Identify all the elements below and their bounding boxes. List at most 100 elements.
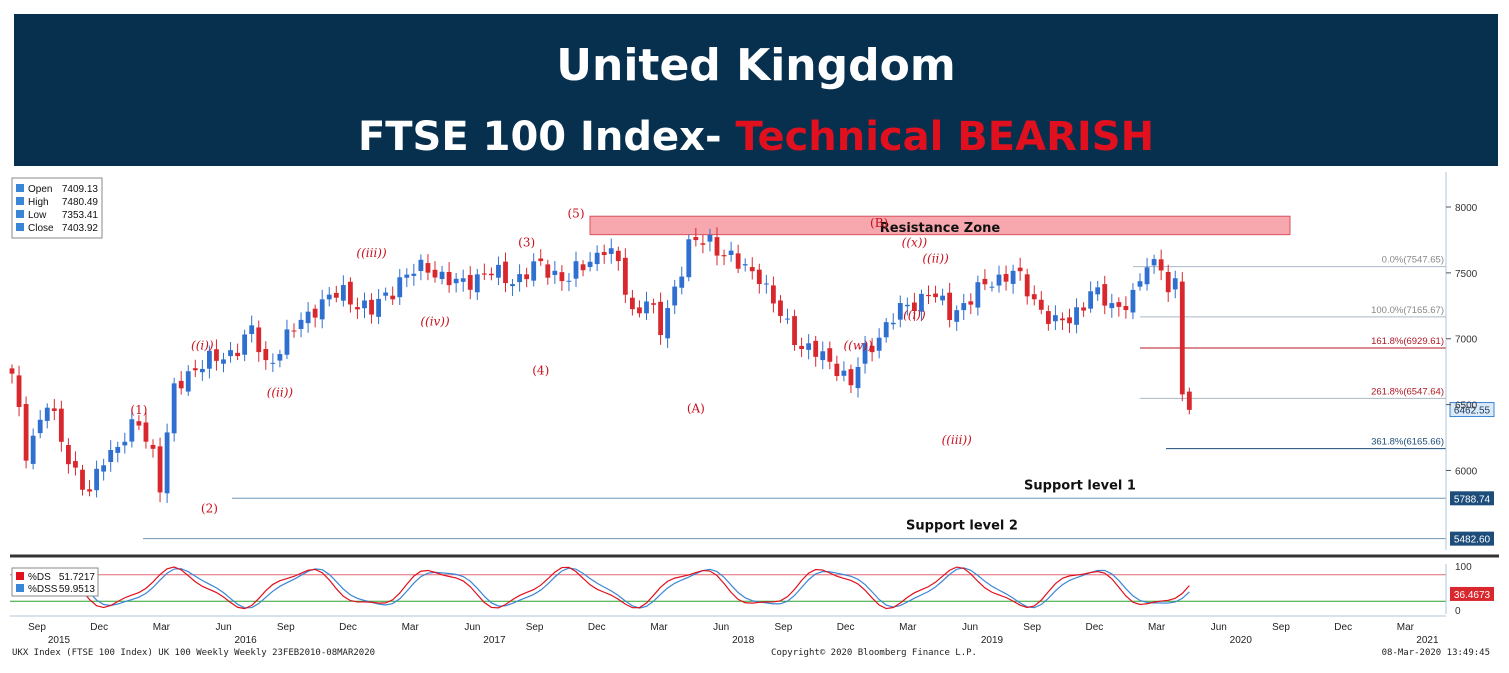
candle-body: [277, 354, 283, 361]
candle-body: [249, 325, 255, 335]
candle-body: [481, 273, 487, 275]
candle-body: [587, 261, 593, 268]
x-tick-label: Jun: [216, 622, 232, 633]
candle-body: [735, 253, 741, 269]
candle-body: [1186, 391, 1192, 410]
stoch-ds-label: %DS: [28, 572, 51, 583]
candle-body: [749, 267, 755, 272]
candle-body: [1179, 281, 1185, 395]
candle-body: [355, 307, 360, 310]
support-level-1-label: Support level 1: [1024, 478, 1136, 493]
candle-body: [975, 282, 981, 308]
x-tick-label: Mar: [899, 622, 917, 633]
candle-body: [883, 322, 889, 338]
candle-body: [820, 351, 826, 361]
candle-body: [383, 292, 389, 296]
candle-body: [474, 274, 480, 293]
candle-body: [108, 449, 114, 462]
candle-body: [446, 271, 452, 286]
wave-label: ((x)): [902, 236, 928, 250]
x-tick-label: Dec: [588, 622, 606, 633]
resistance-zone: [589, 215, 1291, 236]
ohlc-legend-swatch: [16, 210, 24, 218]
candle-body: [855, 366, 861, 389]
candle-body: [1074, 307, 1079, 325]
candle-body: [630, 297, 635, 310]
banner-subtitle-emphasis: Technical BEARISH: [735, 114, 1155, 160]
candle-body: [1003, 273, 1009, 282]
candle-body: [827, 348, 833, 362]
support-price-tag: 5482.60: [1454, 535, 1491, 546]
candle-body: [651, 303, 656, 305]
candle-body: [538, 258, 544, 262]
x-tick-label: Jun: [1211, 622, 1227, 633]
fib-label: 161.8%(6929.61): [1371, 336, 1444, 347]
candle-body: [517, 274, 522, 283]
candle-body: [178, 380, 184, 389]
candle-body: [1158, 259, 1164, 271]
candle-body: [263, 348, 269, 361]
candle-body: [700, 243, 706, 245]
x-tick-year: 2018: [732, 635, 755, 646]
banner-title: United Kingdom: [556, 40, 956, 91]
stoch-last-tag: 36.4673: [1454, 590, 1491, 601]
ohlc-legend-value: 7403.92: [62, 223, 99, 234]
candle-body: [622, 257, 628, 295]
candle-body: [397, 277, 403, 298]
candle-body: [756, 269, 762, 285]
candle-body: [1151, 259, 1157, 266]
x-tick-label: Sep: [28, 622, 46, 633]
x-tick-label: Sep: [526, 622, 544, 633]
candle-body: [926, 294, 931, 297]
candle-body: [869, 345, 875, 353]
candle-body: [778, 300, 783, 316]
x-tick-year: 2017: [483, 635, 506, 646]
candle-body: [679, 276, 685, 288]
stoch-y-tick-label: 100: [1455, 562, 1472, 573]
candle-body: [566, 280, 572, 282]
resistance-zone-label: Resistance Zone: [880, 221, 1001, 236]
x-tick-label: Jun: [962, 622, 978, 633]
candle-body: [305, 311, 311, 324]
stoch-ds-line: [11, 566, 1190, 610]
support-level-2-label: Support level 2: [906, 519, 1018, 534]
candle-body: [799, 345, 804, 349]
candle-body: [503, 261, 508, 284]
candle-body: [968, 301, 974, 305]
candle-body: [192, 368, 198, 371]
x-tick-year: 2021: [1416, 635, 1439, 646]
candle-body: [496, 264, 501, 278]
candle-body: [1172, 278, 1178, 290]
candle-body: [333, 292, 339, 298]
candle-body: [1123, 306, 1129, 311]
x-tick-year: 2020: [1230, 635, 1253, 646]
candle-body: [728, 250, 734, 255]
candle-body: [418, 259, 424, 272]
candle-body: [792, 316, 797, 346]
candle-body: [658, 301, 663, 336]
candle-body: [66, 444, 71, 465]
candle-body: [1017, 267, 1023, 272]
candle-body: [1045, 311, 1051, 324]
candle-body: [1116, 302, 1122, 307]
candle-body: [947, 292, 953, 321]
wave-label: ((iv)): [420, 315, 450, 329]
candle-body: [199, 368, 205, 373]
candle-body: [460, 278, 466, 282]
candle-body: [1038, 299, 1044, 310]
x-tick-year: 2016: [234, 635, 257, 646]
wave-label: (2): [201, 502, 218, 516]
stoch-dss-line: [11, 567, 1190, 609]
fib-label: 261.8%(6547.64): [1371, 386, 1444, 397]
candle-body: [256, 327, 262, 353]
candle-body: [1144, 267, 1150, 285]
candle-body: [714, 237, 720, 256]
candle-body: [136, 421, 142, 426]
wave-label: ((iii)): [942, 433, 973, 447]
stoch-legend-box: [11, 567, 99, 597]
candle-body: [848, 369, 854, 386]
support-price-tag-bg: [1450, 491, 1494, 506]
candle-body: [270, 362, 276, 364]
ohlc-legend-label: Open: [28, 184, 52, 195]
x-tick-label: Jun: [713, 622, 729, 633]
